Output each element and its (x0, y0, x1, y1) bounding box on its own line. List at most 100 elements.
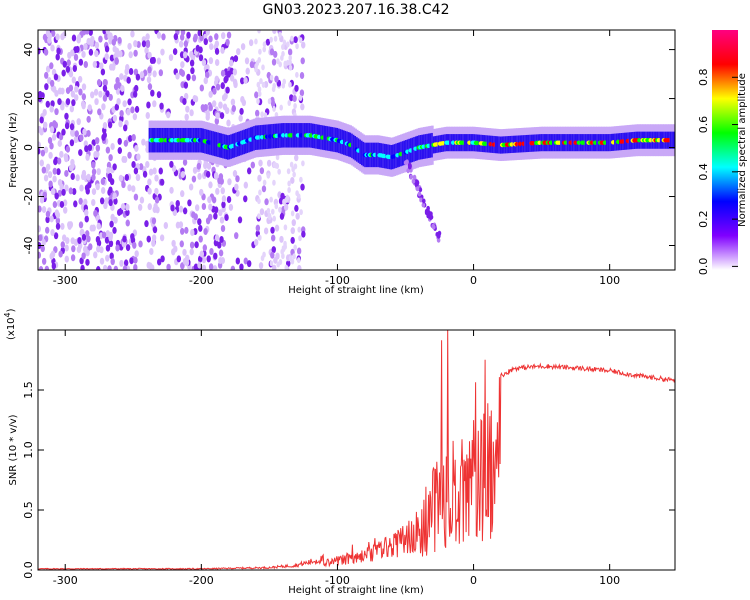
ridge-body (465, 134, 468, 152)
noise-speckle (182, 51, 188, 59)
noise-speckle (241, 99, 247, 107)
noise-speckle (105, 244, 111, 252)
noise-speckle (184, 226, 189, 234)
noise-speckle (86, 115, 91, 123)
noise-speckle (288, 255, 293, 262)
noise-speckle (52, 167, 57, 175)
noise-speckle (219, 216, 225, 224)
noise-speckle (116, 98, 121, 106)
noise-speckle (221, 32, 226, 40)
noise-speckle (262, 46, 267, 53)
noise-speckle (152, 226, 158, 234)
noise-speckle (270, 100, 276, 108)
noise-speckle (230, 265, 236, 270)
noise-speckle (208, 203, 213, 211)
ridge-body (614, 133, 617, 151)
noise-speckle (205, 30, 211, 36)
noise-speckle (81, 50, 86, 58)
ridge-body (566, 134, 570, 152)
noise-speckle (261, 185, 267, 193)
noise-speckle (158, 167, 163, 175)
ridge-body (375, 142, 379, 168)
noise-speckle (147, 178, 152, 186)
noise-speckle (61, 188, 66, 196)
noise-speckle (269, 74, 274, 81)
noise-speckle (132, 113, 138, 121)
noise-speckle (91, 224, 96, 232)
ridge-body (669, 131, 673, 149)
noise-speckle (55, 53, 60, 61)
noise-speckle (297, 226, 302, 233)
noise-speckle (214, 33, 219, 41)
noise-speckle (55, 222, 61, 230)
noise-speckle (169, 186, 174, 194)
noise-speckle (147, 187, 152, 195)
noise-speckle (147, 51, 152, 59)
noise-speckle (98, 35, 103, 43)
noise-speckle (208, 104, 213, 112)
noise-speckle (258, 159, 263, 167)
noise-speckle (53, 232, 59, 240)
noise-speckle (65, 98, 71, 106)
noise-speckle (76, 118, 81, 126)
noise-speckle (267, 98, 272, 105)
noise-speckle (118, 174, 124, 182)
tail-speckle (437, 230, 442, 236)
noise-speckle (68, 187, 73, 195)
noise-speckle (125, 244, 131, 252)
noise-speckle (166, 263, 171, 270)
noise-speckle (42, 33, 48, 41)
noise-speckle (178, 40, 184, 48)
y-tick-label: 20 (22, 92, 35, 106)
noise-speckle (99, 62, 104, 70)
colorbar: 0.0 0.2 0.4 0.6 0.8 Normalized spectral ampl… (697, 30, 748, 275)
snr-panel: -300 -200 -100 0 100 0.0 0.5 1.0 1.5 Height of s… (3, 308, 676, 596)
noise-speckle (125, 209, 130, 217)
snr-y-label: SNR (10 * v/v) (8, 414, 19, 485)
noise-speckle (294, 84, 299, 92)
noise-speckle (279, 104, 283, 111)
noise-speckle (245, 67, 250, 75)
noise-speckle (94, 50, 99, 58)
noise-speckle (258, 189, 262, 196)
noise-speckle (250, 161, 256, 169)
noise-speckle (156, 31, 162, 39)
noise-speckle (39, 116, 44, 124)
noise-speckle (156, 91, 162, 99)
noise-speckle (133, 256, 138, 264)
noise-speckle (77, 75, 83, 83)
noise-speckle (43, 121, 48, 129)
noise-speckle (108, 93, 113, 101)
noise-speckle (168, 54, 174, 62)
noise-speckle (64, 244, 69, 252)
noise-speckle (213, 171, 219, 179)
snr-series-line (38, 330, 675, 570)
noise-speckle (208, 263, 214, 270)
noise-speckle (78, 221, 84, 229)
noise-speckle (65, 145, 71, 153)
noise-speckle (289, 94, 294, 102)
noise-speckle (283, 240, 287, 247)
noise-speckle (272, 264, 277, 270)
noise-speckle (61, 234, 67, 242)
noise-speckle (199, 250, 205, 258)
noise-speckle (41, 257, 47, 265)
svg-text:(x104): (x104) (3, 308, 17, 340)
noise-speckle (259, 208, 265, 216)
noise-speckle (60, 103, 65, 111)
noise-speckle (279, 235, 284, 243)
noise-speckle (287, 187, 291, 194)
noise-speckle (82, 128, 87, 136)
noise-speckle (58, 133, 64, 141)
noise-speckle (50, 30, 56, 37)
noise-speckle (130, 233, 135, 241)
noise-speckle (299, 176, 303, 183)
noise-speckle (79, 257, 84, 265)
noise-speckle (112, 114, 118, 122)
noise-speckle (66, 59, 71, 67)
noise-speckle (113, 83, 119, 91)
noise-speckle (205, 217, 211, 225)
noise-speckle (47, 32, 53, 40)
noise-speckle (90, 91, 95, 99)
noise-speckle (215, 112, 220, 120)
